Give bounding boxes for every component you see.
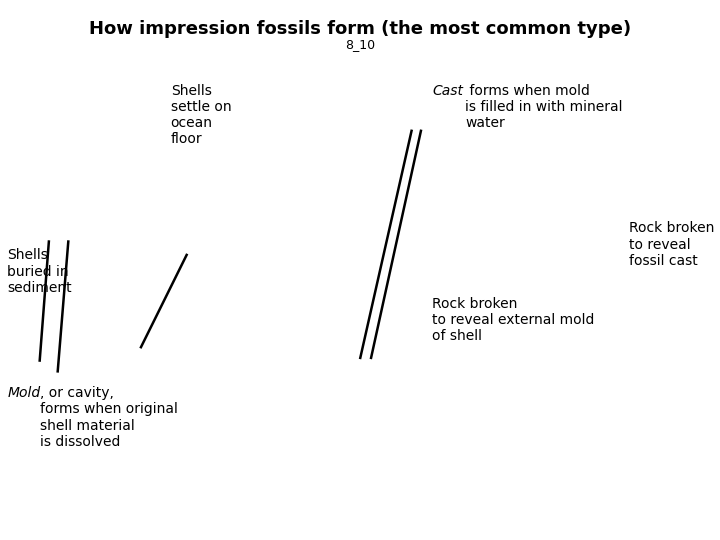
Text: How impression fossils form (the most common type): How impression fossils form (the most co… xyxy=(89,20,631,38)
Text: Cast: Cast xyxy=(432,84,463,98)
Text: forms when mold
is filled in with mineral
water: forms when mold is filled in with minera… xyxy=(465,84,623,130)
Text: , or cavity,
forms when original
shell material
is dissolved: , or cavity, forms when original shell m… xyxy=(40,386,178,449)
Text: 8_10: 8_10 xyxy=(345,38,375,51)
Text: Shells
settle on
ocean
floor: Shells settle on ocean floor xyxy=(171,84,231,146)
Text: Rock broken
to reveal external mold
of shell: Rock broken to reveal external mold of s… xyxy=(432,297,595,343)
Text: Rock broken
to reveal
fossil cast: Rock broken to reveal fossil cast xyxy=(629,221,714,268)
Text: Shells
buried in
sediment: Shells buried in sediment xyxy=(7,248,72,295)
Text: Mold: Mold xyxy=(7,386,40,400)
